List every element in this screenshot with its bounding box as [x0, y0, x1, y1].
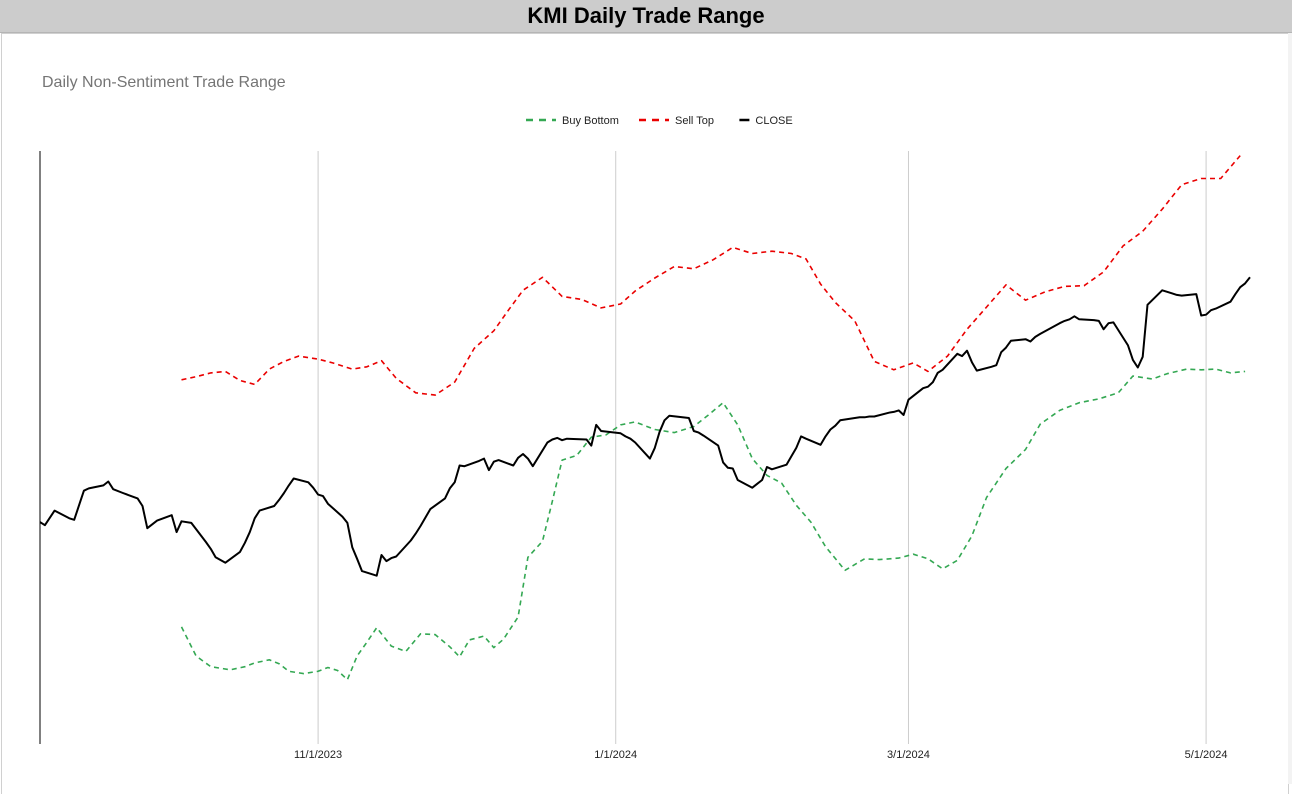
- x-tick-label: 1/1/2024: [594, 749, 637, 761]
- x-axis-ticks: 11/1/2023 1/1/2024 3/1/2024 5/1/2024: [294, 749, 1227, 761]
- page-title: KMI Daily Trade Range: [527, 3, 765, 28]
- chart-title: Daily Non-Sentiment Trade Range: [42, 74, 286, 91]
- x-tick-label: 11/1/2023: [294, 749, 342, 761]
- series-group: [40, 155, 1251, 681]
- legend-item-sell-top[interactable]: Sell Top: [639, 115, 714, 127]
- scroll-edge: [1288, 33, 1292, 784]
- legend: Buy Bottom Sell Top CLOSE: [526, 115, 793, 127]
- legend-label: Sell Top: [675, 115, 714, 127]
- x-tick-label: 5/1/2024: [1185, 749, 1228, 761]
- series-line-close[interactable]: [40, 276, 1251, 577]
- line-chart: Daily Non-Sentiment Trade Range Buy Bott…: [39, 74, 1251, 761]
- series-line-sell-top[interactable]: [181, 155, 1241, 396]
- series-line-buy-bottom[interactable]: [180, 368, 1246, 681]
- legend-label: CLOSE: [755, 115, 792, 127]
- legend-item-buy-bottom[interactable]: Buy Bottom: [526, 115, 619, 127]
- x-tick-label: 3/1/2024: [887, 749, 930, 761]
- title-bar: KMI Daily Trade Range: [0, 0, 1292, 33]
- chart-frame: Daily Non-Sentiment Trade Range Buy Bott…: [1, 33, 1289, 794]
- grid-lines: [317, 151, 1207, 744]
- legend-label: Buy Bottom: [562, 115, 619, 127]
- legend-item-close[interactable]: CLOSE: [739, 115, 793, 127]
